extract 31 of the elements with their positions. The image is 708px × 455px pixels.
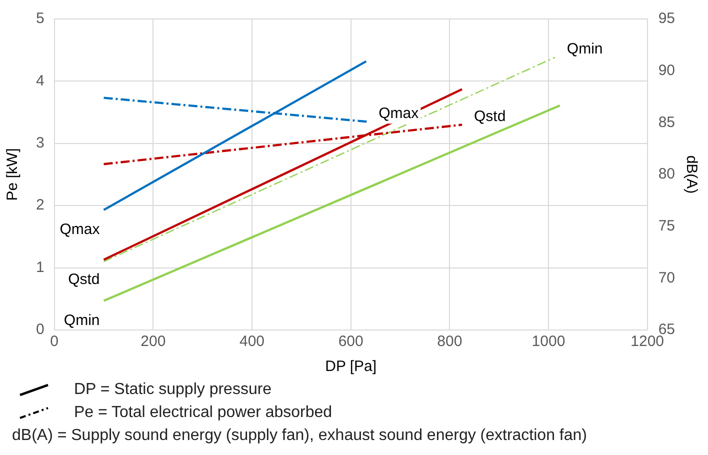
x-tick-label: 400 [239,333,265,350]
y2-tick-label: 95 [658,10,676,28]
y-axis-title: Pe [kW] [4,148,22,201]
x-tick-label: 0 [50,333,59,350]
y-tick-label: 0 [36,321,44,338]
series-label: Qmin [64,312,100,329]
text: DP = Static supply pressure [74,380,272,398]
y-tick-label: 1 [36,258,44,276]
y2-axis-title: dB(A) [682,155,700,194]
series-label: Qmin [566,40,603,58]
text: dB(A) = Supply sound energy (supply fan), exhaust sound energy (extraction fan) [12,426,587,444]
x-tick-label: 800 [437,333,462,350]
x-tick-label: 1000 [532,333,566,350]
x-axis-title: DP [Pa] [325,358,377,376]
y2-tick-label: 85 [658,114,676,131]
series-label: Qmax [60,221,100,238]
y-tick-label: 5 [36,10,44,28]
series-label: Qmax [378,104,420,122]
series-label: Qstd [68,270,100,288]
y2-tick-label: 70 [658,269,676,286]
y-tick-label: 4 [36,72,44,90]
y2-tick-label: 75 [658,217,676,234]
y2-tick-label: 90 [658,62,676,79]
series-label: Qstd [474,108,506,125]
y-tick-label: 2 [36,196,44,214]
y-tick-label: 3 [36,134,44,152]
y2-tick-label: 80 [658,166,676,183]
x-tick-label: 1200 [630,333,664,350]
x-tick-label: 600 [338,333,364,350]
text: Pe = Total electrical power absorbed [74,404,332,422]
x-tick-label: 200 [140,333,166,350]
